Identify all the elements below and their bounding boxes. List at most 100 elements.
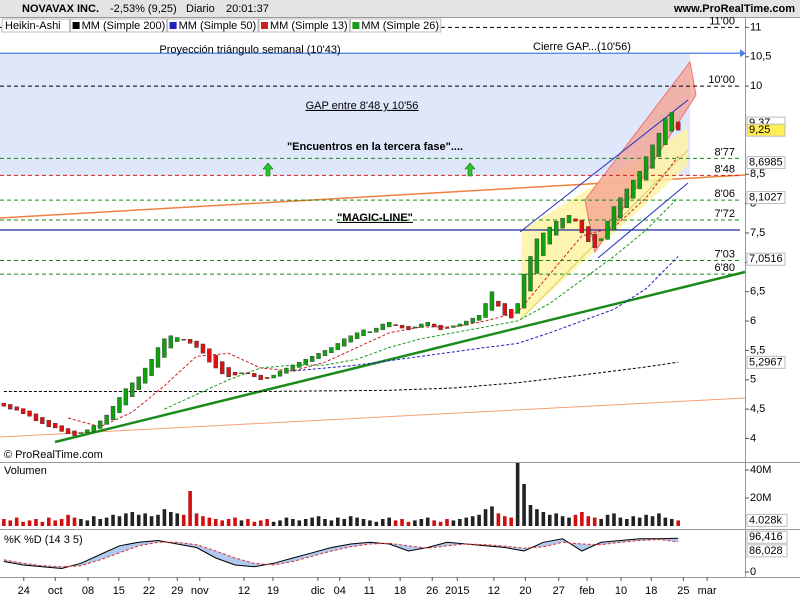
candle (162, 338, 167, 358)
candle (232, 371, 238, 376)
candle (541, 232, 546, 257)
candle (322, 350, 328, 356)
candle (399, 324, 405, 329)
legend-swatch (352, 22, 360, 29)
volume-bar (91, 516, 96, 526)
volume-bar (72, 517, 77, 526)
candle (361, 329, 366, 336)
candle (431, 323, 437, 328)
candle (91, 425, 96, 432)
volume-bar (535, 509, 539, 526)
volume-bar (470, 516, 475, 526)
candle (412, 326, 418, 329)
legend-label: %D (14 3 5) (24, 534, 83, 546)
panel-title: Volumen (4, 465, 47, 477)
candle (277, 370, 283, 377)
candle (573, 218, 578, 222)
level-label: 8'06 (715, 188, 735, 200)
legend-label: MM (Simple 50) (179, 20, 257, 32)
candle (663, 118, 668, 146)
volume-bar (329, 520, 334, 526)
candle (470, 317, 475, 324)
y-tick-label: 5,5 (750, 344, 765, 356)
volume-bar (554, 513, 558, 526)
candle (367, 331, 373, 333)
candle (380, 323, 385, 331)
volume-bar (207, 517, 212, 526)
volume-bar (451, 520, 456, 526)
candle (175, 337, 180, 342)
value-box (746, 513, 788, 527)
candle (187, 339, 193, 344)
candle (560, 218, 565, 229)
moving-average (164, 197, 679, 410)
candle (149, 359, 154, 376)
candle (142, 367, 148, 384)
candle (335, 343, 341, 351)
candle (168, 335, 174, 349)
candle (117, 397, 122, 413)
volume-bar (567, 517, 571, 526)
legend-box (1, 18, 71, 33)
level-label: 6'80 (715, 262, 735, 274)
volume-bar (515, 463, 520, 526)
copyright: © ProRealTime.com (4, 449, 103, 461)
volume-bar (284, 517, 289, 526)
candle (496, 300, 501, 307)
volume-bar (631, 516, 636, 526)
volume-bar (374, 521, 379, 526)
volume-bar (644, 514, 648, 526)
candle (553, 221, 559, 236)
candle (354, 332, 360, 339)
candle (59, 425, 64, 432)
value-box-label: 4.028k (749, 514, 783, 526)
change: -2,53% (9,25) (110, 3, 177, 15)
volume-bar (361, 519, 366, 526)
x-tick-label: mar (698, 585, 717, 597)
chart-title: NOVAVAX INC. (22, 3, 99, 15)
candle (444, 327, 450, 329)
volume-bar (136, 514, 141, 526)
x-tick-label: 12 (488, 585, 500, 597)
volume-bar (291, 519, 295, 526)
up-arrow (262, 162, 274, 177)
candle (213, 354, 218, 369)
x-tick-label: nov (191, 585, 209, 597)
volume-bar (85, 520, 90, 526)
candle (669, 112, 674, 132)
candle (502, 303, 508, 316)
candle (8, 404, 13, 410)
volume-bar (464, 517, 469, 526)
x-tick-label: 29 (171, 585, 183, 597)
candle (1, 403, 7, 407)
x-tick-label: 19 (267, 585, 279, 597)
y-tick-label: 20M (750, 492, 771, 504)
annotation: Proyección triángulo semanal (10'43) (159, 44, 340, 56)
volume-bar (599, 519, 603, 526)
candle (592, 233, 597, 248)
volume-bar (406, 521, 411, 526)
x-tick-label: 18 (394, 585, 406, 597)
volume-bar (669, 519, 674, 526)
legend-label: Heikin-Ashi (5, 20, 61, 32)
volume-bar (27, 520, 32, 526)
candle (297, 361, 302, 368)
candle (252, 373, 257, 378)
legend-box (2, 534, 82, 545)
volume-bar (438, 521, 443, 526)
price-box-label: 7,0516 (749, 253, 783, 265)
legend-box (258, 18, 350, 33)
volume-bar (592, 517, 597, 526)
candle (65, 428, 71, 435)
x-tick-label: 18 (645, 585, 657, 597)
candle (40, 417, 45, 425)
candle (316, 353, 321, 359)
candle (303, 359, 308, 365)
volume-bar (483, 509, 488, 526)
volume-bar (246, 519, 250, 526)
candle (586, 226, 591, 242)
volume-bar (547, 514, 552, 526)
volume-bar (355, 517, 359, 526)
volume-bar (419, 519, 424, 526)
candle (239, 372, 244, 374)
